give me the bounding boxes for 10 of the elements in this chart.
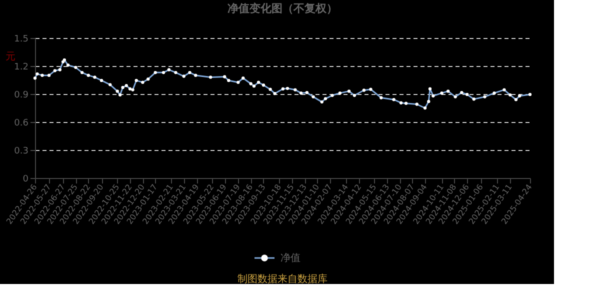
y-tick-label: 0 xyxy=(22,174,29,184)
text: 制图数据来自数据库 xyxy=(238,273,328,285)
y-tick-label: 0.9 xyxy=(14,90,29,100)
y-tick-label: 1.2 xyxy=(14,62,28,72)
y-axis-title: 元 xyxy=(6,52,16,62)
y-tick-label: 0.6 xyxy=(14,118,29,128)
y-tick-label: 1.5 xyxy=(14,34,28,44)
legend-label: 净值 xyxy=(280,252,300,264)
y-tick-label: 0.3 xyxy=(14,146,28,156)
chart-title: 净值变化图（不复权） xyxy=(228,2,338,15)
